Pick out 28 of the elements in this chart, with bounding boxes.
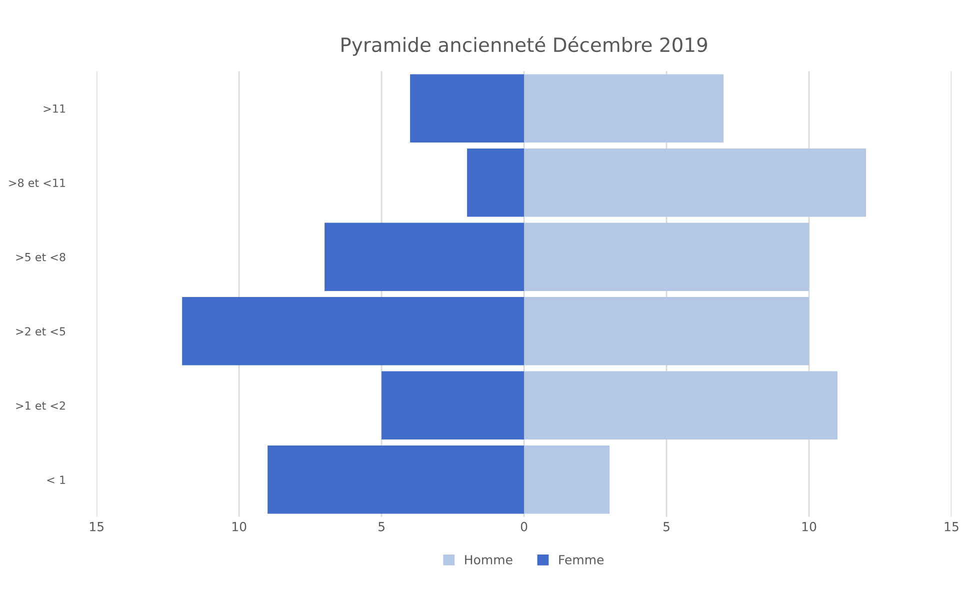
x-tick-label: 5 <box>378 522 384 532</box>
legend-label: Homme <box>465 555 512 564</box>
bar <box>524 148 866 217</box>
legend-label: Femme <box>559 555 604 564</box>
bar <box>467 148 524 217</box>
bar <box>182 297 524 366</box>
x-tick-label: 15 <box>944 522 958 532</box>
x-tick-label: 5 <box>664 522 670 532</box>
bar <box>524 297 810 366</box>
bar <box>524 74 724 143</box>
y-tick-label: >8 et <11 <box>9 178 66 188</box>
y-tick-label: >2 et <5 <box>16 327 66 336</box>
bar <box>524 371 838 440</box>
y-tick-label: >1 et <2 <box>16 401 65 410</box>
bar <box>268 446 524 514</box>
bar <box>382 371 524 440</box>
y-tick-label: >11 <box>44 104 66 113</box>
y-tick-label: >5 et <8 <box>16 252 66 262</box>
x-tick-label: 10 <box>802 522 816 532</box>
bar <box>410 74 524 143</box>
x-tick-label: 15 <box>90 522 104 532</box>
bar <box>324 222 524 292</box>
x-tick-label: 0 <box>520 522 528 532</box>
bar <box>524 446 610 514</box>
y-tick-label: < 1 <box>47 476 66 484</box>
x-tick-label: 10 <box>232 522 246 532</box>
bar <box>524 222 810 292</box>
chart-title: Pyramide ancienneté Décembre 2019 <box>342 36 708 56</box>
